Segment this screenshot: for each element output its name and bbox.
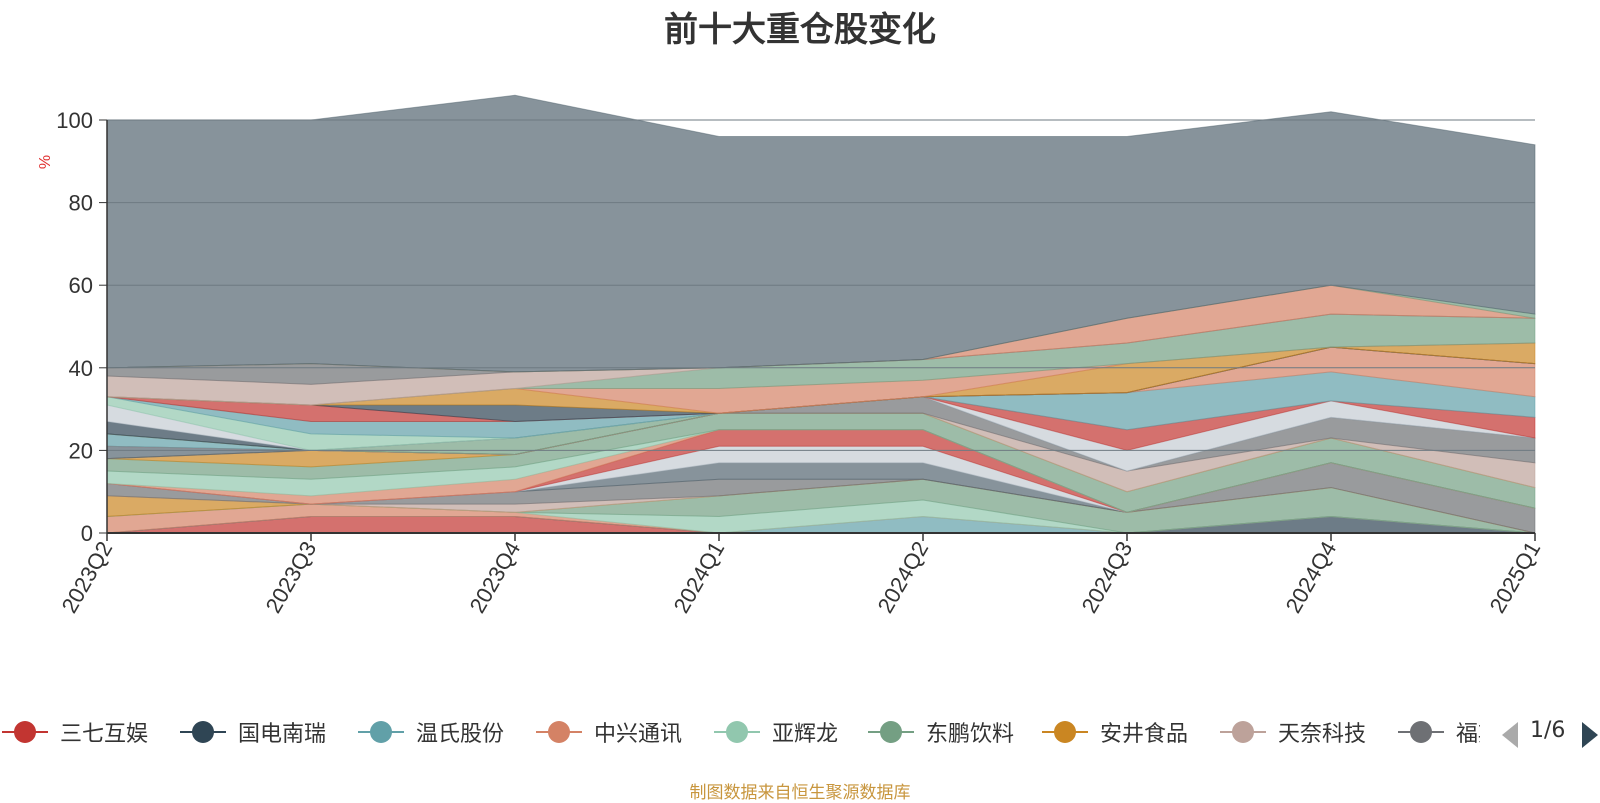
legend-item[interactable]: 温氏股份: [356, 712, 504, 752]
legend: 三七互娱 国电南瑞 温氏股份 中兴通讯 亚辉龙 东鹏饮料 安井食品 天奈科技 福斯特: [0, 712, 1600, 752]
x-tick-label: 2024Q4: [1281, 537, 1342, 617]
legend-item[interactable]: 东鹏饮料: [866, 712, 1014, 752]
legend-prev-page-icon[interactable]: [1500, 720, 1520, 750]
legend-marker-icon: [2, 721, 48, 743]
x-tick-label: 2024Q3: [1077, 537, 1138, 617]
legend-item-label: 三七互娱: [60, 722, 149, 747]
data-source-note: 制图数据来自恒生聚源数据库: [689, 783, 911, 803]
x-tick-label: 2023Q3: [261, 537, 322, 617]
x-tick-label: 2023Q2: [57, 537, 118, 617]
legend-marker-icon: [180, 721, 226, 743]
x-tick-label: 2025Q1: [1485, 537, 1546, 617]
legend-item[interactable]: 亚辉龙: [712, 712, 838, 752]
chart-title: 前十大重仓股变化: [664, 10, 936, 50]
legend-marker-icon: [1042, 721, 1088, 743]
y-tick-label: 0: [81, 521, 93, 546]
legend-marker-icon: [536, 721, 582, 743]
y-tick-label: 80: [69, 191, 93, 216]
grid-layer: [107, 119, 1535, 451]
x-tick-label: 2024Q1: [669, 537, 730, 617]
legend-item-label: 亚辉龙: [772, 722, 839, 747]
legend-page-indicator: 1/6: [1530, 718, 1566, 743]
legend-marker-icon: [1220, 721, 1266, 743]
legend-marker-icon: [1398, 721, 1444, 743]
area-series-38: [106, 94, 1536, 373]
legend-item[interactable]: 中兴通讯: [534, 712, 682, 752]
y-tick-label: 20: [69, 438, 93, 463]
legend-item-label: 天奈科技: [1278, 722, 1367, 747]
legend-item-label: 安井食品: [1100, 722, 1189, 747]
area-series-layer: [106, 94, 1536, 534]
y-tick-label: 100: [56, 108, 93, 133]
legend-item[interactable]: 安井食品: [1040, 712, 1188, 752]
legend-next-page-icon[interactable]: [1580, 720, 1600, 750]
y-tick-label: 40: [69, 356, 93, 381]
legend-items: 三七互娱 国电南瑞 温氏股份 中兴通讯 亚辉龙 东鹏饮料 安井食品 天奈科技 福斯特: [0, 712, 1480, 752]
stacked-area-chart: 0 20 40 60 80 100% 2023Q2 2023Q3 2023Q4 2024Q1 202…: [37, 94, 1546, 617]
legend-marker-icon: [714, 721, 760, 743]
legend-marker-icon: [868, 721, 914, 743]
x-tick-label: 2024Q2: [873, 537, 934, 617]
legend-item[interactable]: 国电南瑞: [178, 712, 326, 752]
legend-item-label: 中兴通讯: [594, 722, 683, 747]
legend-item[interactable]: 三七互娱: [0, 712, 148, 752]
legend-item-label: 东鹏饮料: [926, 722, 1015, 747]
y-axis-label: %: [37, 155, 54, 169]
y-tick-label: 60: [69, 273, 93, 298]
legend-item[interactable]: 福斯特: [1396, 712, 1480, 752]
legend-item-label: 国电南瑞: [238, 722, 327, 747]
legend-item-label: 温氏股份: [416, 722, 505, 747]
x-tick-label: 2023Q4: [465, 537, 526, 617]
legend-item-label: 福斯特: [1456, 722, 1480, 747]
legend-marker-icon: [358, 721, 404, 743]
legend-item[interactable]: 天奈科技: [1218, 712, 1366, 752]
